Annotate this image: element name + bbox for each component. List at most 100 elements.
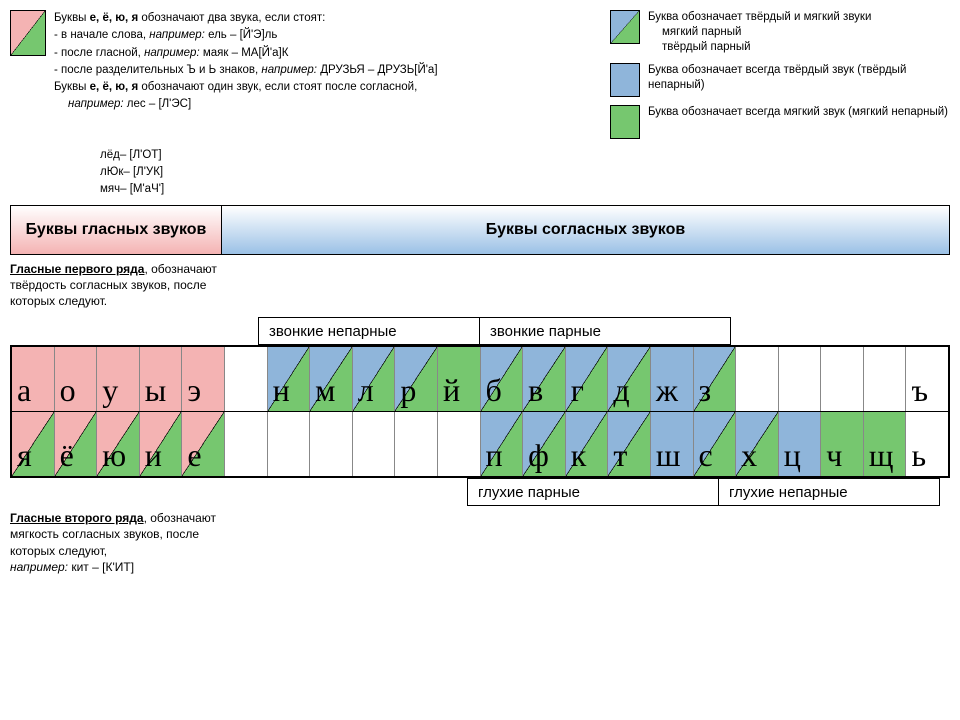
letter: ч [826, 437, 842, 474]
letter: х [741, 437, 757, 474]
t: ДРУЗЬЯ – ДРУЗЬ[Й'а] [320, 64, 437, 76]
grid-cell: ц [779, 412, 822, 476]
t: Буквы [54, 81, 90, 93]
alphabet-grid: аоуыэнмлрйбвгджзъ яёюиепфктшсхцчщь [10, 345, 950, 478]
grid-cell: а [12, 347, 55, 411]
t: Гласные первого ряда [10, 262, 144, 276]
legend-left: Буквы е, ё, ю, я обозначают два звука, е… [10, 10, 590, 139]
letter: у [102, 372, 118, 409]
grid-row-2: яёюие пфктшсхцчщь [12, 411, 948, 476]
t: ель – [Й'Э]ль [208, 29, 277, 41]
consonants-header: Буквы согласных звуков [222, 206, 949, 254]
letter: ы [145, 372, 167, 409]
t: обозначают один звук, если стоят после с… [141, 81, 417, 93]
letter: г [571, 372, 584, 409]
letter: м [315, 372, 335, 409]
grid-cell: к [566, 412, 609, 476]
letter: ш [656, 437, 681, 474]
letter: ц [784, 437, 801, 474]
examples-block: лёд– [Л'ОТ] лЮк– [Л'УК] мяч– [М'аЧ'] [100, 147, 950, 199]
letter: э [187, 372, 201, 409]
legend-right: Буква обозначает твёрдый и мягкий звуки … [610, 10, 950, 139]
grid-cell: ы [140, 347, 183, 411]
t: - после гласной, [54, 47, 144, 59]
letter: в [528, 372, 543, 409]
t: Буква обозначает всегда мягкий звук (мяг… [648, 105, 948, 120]
t: Буквы [54, 12, 90, 24]
example: лёд– [Л'ОТ] [100, 147, 950, 164]
grid-cell: д [608, 347, 651, 411]
t: например: [68, 98, 124, 110]
grid-cell: щ [864, 412, 907, 476]
grid-cell: ж [651, 347, 694, 411]
grid-cell: м [310, 347, 353, 411]
label-znp: звонкие непарные [258, 317, 480, 345]
grid-cell: ъ [906, 347, 948, 411]
note-top: Гласные первого ряда, обозначают твёрдос… [10, 261, 230, 310]
grid-cell [225, 412, 268, 476]
grid-cell: р [395, 347, 438, 411]
grid-cell: г [566, 347, 609, 411]
sublabels-top: звонкие непарные звонкие парные [258, 317, 950, 345]
grid-cell [225, 347, 268, 411]
grid-cell: х [736, 412, 779, 476]
letter: а [17, 372, 31, 409]
t: Гласные второго ряда [10, 511, 144, 525]
example: мяч– [М'аЧ'] [100, 181, 950, 198]
t: например: [10, 560, 68, 574]
letter: з [699, 372, 712, 409]
letter: й [443, 372, 460, 409]
letter: к [571, 437, 587, 474]
grid-cell: б [481, 347, 524, 411]
t: обозначают два звука, если стоят: [141, 12, 325, 24]
grid-cell [395, 412, 438, 476]
letter: е [187, 437, 201, 474]
letter: р [400, 372, 416, 409]
letter: д [613, 372, 629, 409]
t: Буква обозначает всегда твёрдый звук (тв… [648, 63, 950, 93]
t: маяк – МА[Й'а]К [203, 47, 289, 59]
grid-cell: п [481, 412, 524, 476]
label-gp: глухие парные [467, 478, 719, 506]
label-gnp: глухие непарные [719, 478, 940, 506]
letter: ж [656, 372, 678, 409]
legend-swatch-pink-green [10, 10, 46, 56]
grid-cell [779, 347, 822, 411]
grid-cell: ю [97, 412, 140, 476]
letter: б [486, 372, 502, 409]
grid-cell: е [182, 412, 225, 476]
letter: ъ [911, 372, 928, 409]
letter: ё [60, 437, 74, 474]
t: твёрдый парный [648, 40, 871, 55]
grid-cell: с [694, 412, 737, 476]
t: например: [149, 29, 205, 41]
grid-cell: ь [906, 412, 948, 476]
letter: ф [528, 437, 549, 474]
grid-cell: т [608, 412, 651, 476]
grid-cell [268, 412, 311, 476]
letter: я [17, 437, 32, 474]
letter: н [273, 372, 290, 409]
t: - в начале слова, [54, 29, 149, 41]
legend-swatch-diag [610, 10, 640, 44]
letter: и [145, 437, 162, 474]
letter: с [699, 437, 713, 474]
t: е, ё, ю, я [90, 81, 139, 93]
t: Буква обозначает твёрдый и мягкий звуки [648, 10, 871, 25]
grid-row-1: аоуыэнмлрйбвгджзъ [12, 347, 948, 411]
legend-left-text: Буквы е, ё, ю, я обозначают два звука, е… [54, 10, 438, 139]
example: лЮк– [Л'УК] [100, 164, 950, 181]
letter: ю [102, 437, 126, 474]
section-header: Буквы гласных звуков Буквы согласных зву… [10, 205, 950, 255]
t: - после разделительных Ъ и Ь знаков, [54, 64, 261, 76]
grid-cell: н [268, 347, 311, 411]
t: например: [144, 47, 200, 59]
grid-cell [310, 412, 353, 476]
grid-cell [353, 412, 396, 476]
letter: щ [869, 437, 894, 474]
grid-cell: в [523, 347, 566, 411]
grid-cell: л [353, 347, 396, 411]
grid-cell: ш [651, 412, 694, 476]
legend-swatch-green [610, 105, 640, 139]
grid-cell [821, 347, 864, 411]
